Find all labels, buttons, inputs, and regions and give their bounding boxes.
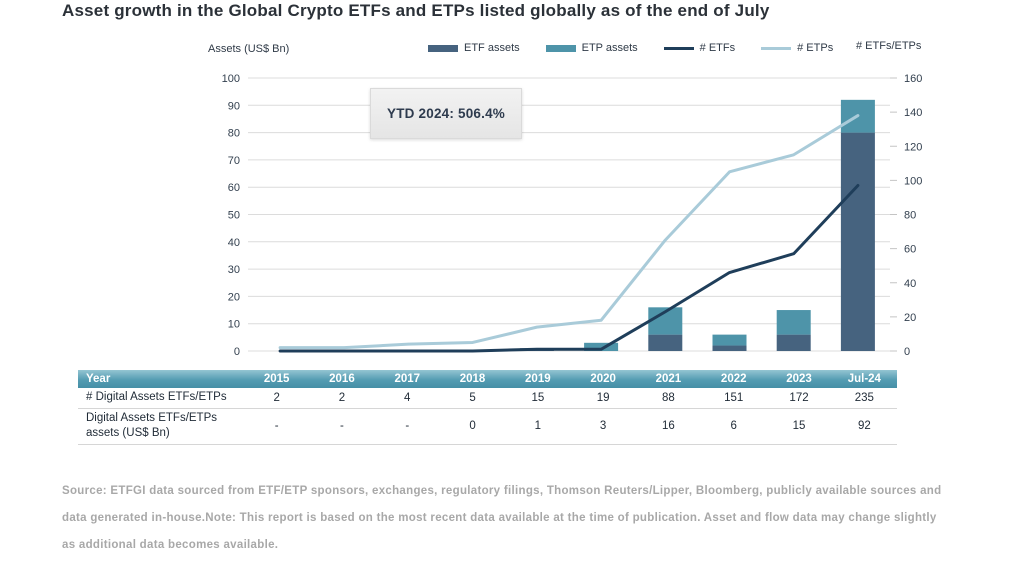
right-axis-tick: 40 (904, 278, 916, 290)
table-header-cell: 2019 (505, 370, 571, 388)
data-table-wrapper: Year 2015 2016 2017 2018 2019 2020 2021 2022 2023… (78, 370, 897, 445)
table-cell: 5 (439, 388, 506, 409)
bar-segment (712, 334, 747, 346)
left-axis-tick: 90 (228, 100, 240, 112)
table-row: # Digital Assets ETFs/ETPs 2 2 4 5 15 19 88 151 1… (78, 388, 897, 409)
legend-swatch-line (663, 46, 694, 50)
table-cell: 2 (309, 388, 375, 409)
left-axis-tick: 60 (228, 182, 240, 194)
right-axis-tick: 20 (904, 312, 916, 324)
legend-label: ETP assets (581, 42, 638, 54)
right-axis-tick: 100 (904, 175, 922, 187)
line-etps (278, 114, 860, 350)
left-axis-tick: 20 (228, 291, 240, 303)
legend-swatch-bar (545, 44, 576, 52)
table-cell: 15 (505, 388, 571, 409)
right-axis-tick: 60 (904, 244, 916, 256)
right-axis-title: # ETFs/ETPs (856, 40, 922, 52)
legend-item: ETF assets (428, 42, 520, 54)
table-cell: - (309, 408, 375, 445)
table-cell: 16 (635, 408, 702, 445)
right-axis-tick: 120 (904, 141, 922, 153)
legend-item: # ETPs (761, 42, 833, 54)
bar-segment (712, 345, 747, 351)
table-cell: 3 (570, 408, 636, 445)
table-cell: 172 (766, 388, 832, 409)
line-etfs (278, 183, 860, 353)
bar-segment (840, 132, 875, 351)
table-cell: - (244, 408, 310, 445)
legend-label: # ETFs (699, 42, 736, 54)
table-header-cell: 2023 (766, 370, 832, 388)
chart-legend: ETF assets ETP assets # ETFs # ETPs (428, 42, 859, 54)
gridlines (248, 77, 890, 352)
left-axis-tick: 70 (228, 155, 240, 167)
table-cell: 4 (374, 388, 440, 409)
table-header-year: Year (78, 370, 244, 388)
table-cell: - (374, 408, 440, 445)
right-axis-tick: 140 (904, 107, 922, 119)
table-header-cell: 2020 (570, 370, 636, 388)
right-axis-tick: 80 (904, 210, 916, 222)
table-header-row: Year 2015 2016 2017 2018 2019 2020 2021 2022 2023… (78, 370, 897, 388)
table-cell: 19 (570, 388, 636, 409)
left-axis-tick: 50 (228, 210, 240, 222)
table-cell: 6 (701, 408, 767, 445)
bar-segment (648, 334, 683, 351)
legend-label: ETF assets (464, 42, 520, 54)
left-axis-tick: 10 (228, 319, 240, 331)
bar-segment (584, 342, 619, 351)
table-header-cell: 2017 (374, 370, 440, 388)
table-header-cell: 2021 (635, 370, 702, 388)
left-axis-tick: 0 (234, 346, 240, 358)
table-header-cell: Jul-24 (831, 370, 897, 388)
legend-swatch-line (761, 46, 792, 50)
left-axis-tick: 30 (228, 264, 240, 276)
data-table: Year 2015 2016 2017 2018 2019 2020 2021 2022 2023… (78, 370, 897, 445)
table-cell: 235 (831, 388, 897, 409)
left-axis-title: Assets (US$ Bn) (208, 43, 290, 55)
left-axis-tick: 40 (228, 237, 240, 249)
right-axis-tick: 160 (904, 73, 922, 85)
table-cell: 1 (505, 408, 571, 445)
left-axis-tick: 100 (222, 73, 240, 85)
table-cell: 92 (831, 408, 897, 445)
table-cell: 0 (439, 408, 506, 445)
table-row: Digital Assets ETFs/ETPs assets (US$ Bn)… (78, 408, 897, 445)
bar-segment (776, 310, 811, 335)
bar-segment (776, 334, 811, 351)
combo-chart: 0 10 20 30 40 50 60 70 80 90 100 0 20 40 60 80 100 120 140… (222, 73, 923, 358)
legend-item: # ETFs (663, 42, 736, 54)
table-header-cell: 2022 (701, 370, 767, 388)
table-cell: 88 (635, 388, 702, 409)
left-axis-tick: 80 (228, 128, 240, 140)
ytd-annotation-box: YTD 2024: 506.4% (370, 88, 522, 139)
right-axis-tick: 0 (904, 346, 910, 358)
table-header-cell: 2015 (244, 370, 310, 388)
table-cell: 15 (766, 408, 832, 445)
legend-label: # ETPs (797, 42, 834, 54)
page-title: Asset growth in the Global Crypto ETFs a… (62, 1, 770, 20)
table-header-cell: 2016 (309, 370, 375, 388)
legend-swatch-bar (428, 44, 458, 52)
source-note: Source: ETFGI data sourced from ETF/ETP … (62, 484, 942, 551)
table-cell: 151 (701, 388, 767, 409)
table-header-cell: 2018 (439, 370, 506, 388)
row-label: Digital Assets ETFs/ETPs assets (US$ Bn) (78, 408, 244, 445)
row-label: # Digital Assets ETFs/ETPs (78, 388, 244, 409)
stacked-bars (519, 99, 875, 351)
axis-tick-labels: 0 10 20 30 40 50 60 70 80 90 100 0 20 40 60 80 100 120 140… (222, 73, 923, 358)
table-cell: 2 (244, 388, 310, 409)
legend-item: ETP assets (545, 42, 638, 54)
